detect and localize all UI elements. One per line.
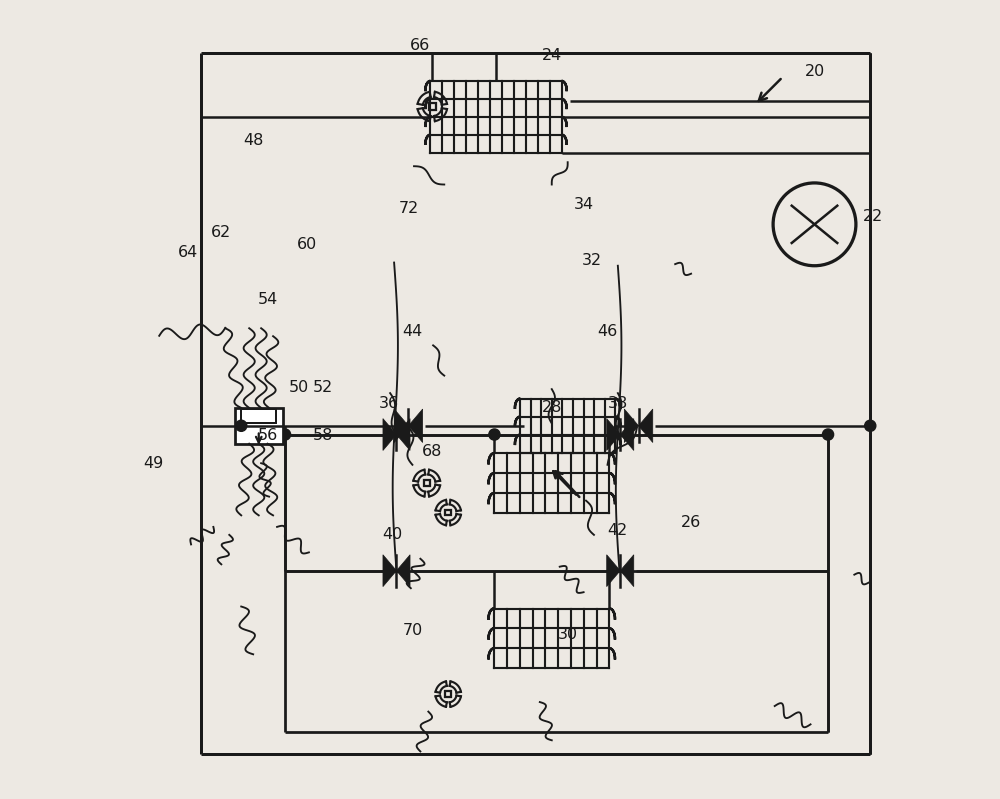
Text: 32: 32: [582, 252, 602, 268]
Text: 26: 26: [681, 515, 701, 531]
Bar: [445, 691, 451, 697]
Text: 72: 72: [398, 201, 419, 216]
Text: 42: 42: [608, 523, 628, 539]
Text: 36: 36: [378, 396, 399, 411]
Polygon shape: [624, 409, 639, 443]
Text: 54: 54: [257, 292, 278, 308]
Text: 60: 60: [297, 237, 317, 252]
Text: 30: 30: [558, 627, 578, 642]
Bar: [241, 409, 276, 423]
Text: 62: 62: [211, 225, 231, 240]
Text: 22: 22: [863, 209, 883, 224]
Text: 46: 46: [597, 324, 618, 340]
Text: 50: 50: [289, 380, 309, 395]
Polygon shape: [607, 555, 620, 586]
Polygon shape: [383, 419, 396, 451]
Text: 38: 38: [608, 396, 628, 411]
Circle shape: [865, 420, 876, 431]
Bar: [235, 407, 283, 443]
Polygon shape: [620, 419, 634, 451]
Text: 40: 40: [382, 527, 403, 543]
Bar: [429, 103, 436, 109]
Polygon shape: [607, 419, 620, 451]
Polygon shape: [396, 419, 410, 451]
Text: 34: 34: [574, 197, 594, 212]
Polygon shape: [396, 555, 410, 586]
Text: 24: 24: [542, 48, 562, 63]
Circle shape: [236, 420, 247, 431]
Text: 28: 28: [542, 400, 562, 415]
Text: 56: 56: [257, 427, 278, 443]
Text: 58: 58: [313, 427, 333, 443]
Text: 44: 44: [402, 324, 423, 340]
Text: 48: 48: [243, 133, 263, 149]
Text: 68: 68: [422, 443, 443, 459]
Polygon shape: [394, 409, 408, 443]
Circle shape: [279, 429, 291, 440]
Text: 52: 52: [313, 380, 333, 395]
Text: 64: 64: [178, 244, 198, 260]
Polygon shape: [408, 409, 423, 443]
Bar: [445, 510, 451, 515]
Circle shape: [236, 420, 247, 431]
Bar: [424, 480, 430, 486]
Circle shape: [822, 429, 834, 440]
Text: 49: 49: [144, 455, 164, 471]
Text: 20: 20: [804, 64, 825, 79]
Text: 66: 66: [410, 38, 431, 53]
Polygon shape: [639, 409, 653, 443]
Circle shape: [489, 429, 500, 440]
Text: 70: 70: [402, 623, 423, 638]
Polygon shape: [620, 555, 634, 586]
Polygon shape: [383, 555, 396, 586]
